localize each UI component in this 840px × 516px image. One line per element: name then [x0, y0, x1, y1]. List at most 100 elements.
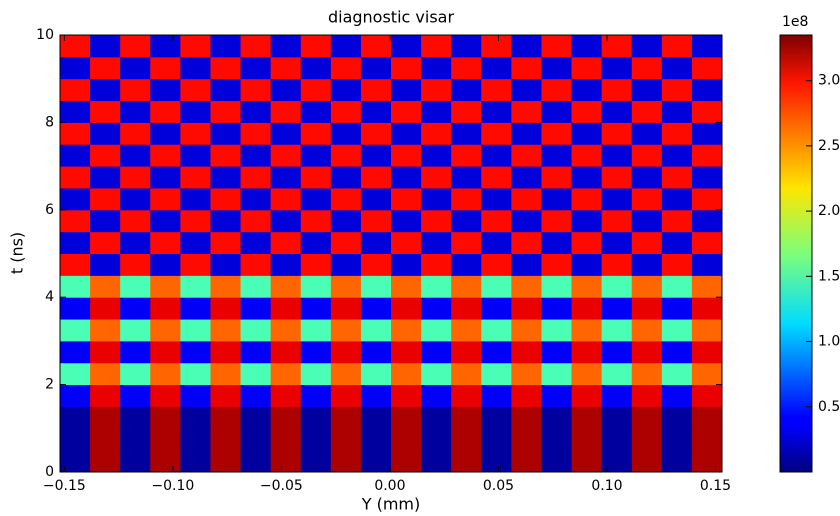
heat-cell	[120, 275, 151, 298]
heat-cell	[481, 209, 512, 233]
heat-cell	[90, 384, 121, 407]
heat-cell	[270, 231, 302, 254]
heat-cell	[60, 384, 91, 407]
heat-cell	[240, 275, 272, 298]
heat-cell	[421, 384, 452, 407]
colorbar-tick-label: 1.5	[818, 268, 840, 284]
heat-cell	[511, 56, 542, 80]
heat-cell	[541, 362, 573, 386]
y-tick-label: 0	[45, 464, 54, 480]
x-tick-label: 0.05	[483, 478, 514, 494]
heat-cell	[391, 56, 422, 80]
heat-cell	[330, 450, 362, 472]
heat-cell	[631, 35, 663, 58]
heat-cell	[330, 35, 362, 58]
heat-cell	[541, 78, 573, 102]
heat-cell	[661, 428, 693, 451]
heat-cell	[661, 231, 693, 254]
heat-cell	[330, 275, 362, 298]
heat-cell	[631, 209, 663, 233]
heat-cell	[601, 78, 633, 102]
heat-cell	[180, 100, 211, 123]
heat-cell	[601, 166, 633, 189]
heat-cell	[661, 319, 693, 342]
heat-cell	[571, 340, 603, 364]
heat-cell	[240, 100, 272, 123]
heat-cell	[481, 166, 512, 189]
heat-cell	[240, 297, 272, 320]
heat-cell	[360, 100, 392, 123]
heat-cell	[541, 319, 573, 342]
heat-cell	[631, 319, 663, 342]
heat-cell	[60, 56, 91, 80]
heat-cell	[511, 384, 542, 407]
chart-title: diagnostic visar	[328, 8, 454, 27]
heat-cell	[421, 340, 452, 364]
heat-cell	[691, 122, 722, 145]
heat-cell	[150, 297, 181, 320]
heat-cell	[150, 166, 181, 189]
heat-cell	[90, 56, 121, 80]
heat-cell	[451, 35, 482, 58]
heat-cell	[631, 362, 663, 386]
heat-cell	[631, 166, 663, 189]
heat-cell	[661, 100, 693, 123]
heat-cell	[60, 144, 91, 167]
heat-cell	[240, 187, 272, 211]
heat-cell	[481, 187, 512, 211]
heat-cell	[481, 231, 512, 254]
heat-cell	[571, 56, 603, 80]
heat-cell	[511, 78, 542, 102]
heat-cell	[60, 209, 91, 233]
heat-cell	[451, 253, 482, 276]
heat-cell	[330, 209, 362, 233]
heat-cell	[661, 406, 693, 429]
heat-cell	[421, 297, 452, 320]
heat-cell	[691, 297, 722, 320]
heat-cell	[481, 144, 512, 167]
heat-cell	[210, 340, 242, 364]
heat-cell	[691, 450, 722, 472]
heat-cell	[391, 166, 422, 189]
heat-cell	[150, 319, 181, 342]
heat-cell	[360, 406, 392, 429]
heat-cell	[360, 122, 392, 145]
heat-cell	[541, 450, 573, 472]
heat-cell	[330, 319, 362, 342]
x-tick-label: 0.00	[374, 478, 405, 494]
heat-cell	[421, 428, 452, 451]
heat-cell	[300, 340, 332, 364]
heat-cell	[421, 362, 452, 386]
heat-cell	[60, 253, 91, 276]
heat-cell	[90, 122, 121, 145]
heat-cell	[210, 275, 242, 298]
heat-cell	[150, 35, 181, 58]
heat-cell	[631, 122, 663, 145]
heat-cell	[451, 319, 482, 342]
heat-cell	[391, 187, 422, 211]
heat-cell	[210, 253, 242, 276]
heat-cell	[90, 209, 121, 233]
heat-cell	[330, 78, 362, 102]
heat-cell	[240, 253, 272, 276]
y-tick-label: 4	[45, 289, 54, 305]
heat-cell	[60, 231, 91, 254]
heat-cell	[120, 384, 151, 407]
heat-cell	[661, 253, 693, 276]
heat-cell	[60, 78, 91, 102]
heat-cell	[631, 231, 663, 254]
heat-cell	[60, 275, 91, 298]
heat-cell	[421, 406, 452, 429]
heat-cell	[120, 100, 151, 123]
heat-cell	[270, 122, 302, 145]
heat-cell	[631, 253, 663, 276]
heat-cell	[90, 450, 121, 472]
heat-cell	[300, 384, 332, 407]
heat-cell	[691, 187, 722, 211]
heat-cell	[691, 78, 722, 102]
heat-cell	[661, 187, 693, 211]
heat-cell	[541, 384, 573, 407]
heat-cell	[691, 144, 722, 167]
heat-cell	[240, 406, 272, 429]
